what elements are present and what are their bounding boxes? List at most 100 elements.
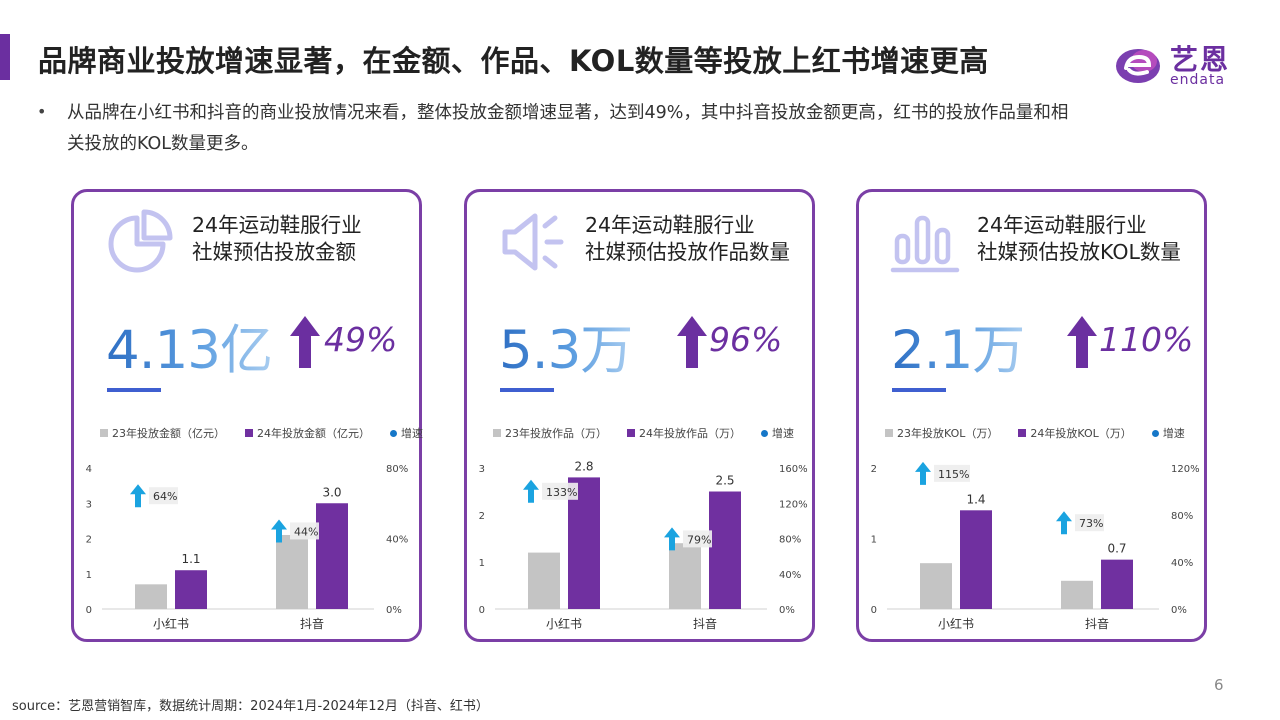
- y2-tick-label: 120%: [779, 499, 808, 510]
- bar-2023: [135, 584, 167, 609]
- y-tick-label: 2: [86, 535, 92, 546]
- legend-label: 24年投放金额（亿元）: [257, 427, 370, 440]
- growth-label-box: [542, 482, 578, 500]
- chart-legend: 23年投放KOL（万） 24年投放KOL（万） 增速: [885, 425, 1205, 441]
- legend-swatch: [627, 429, 635, 437]
- bullet-dot: •: [37, 102, 47, 121]
- data-label: 1.1: [181, 552, 200, 566]
- number-underline: [892, 388, 946, 392]
- card-posts: 24年运动鞋服行业 社媒预估投放作品数量 5.3万 96% 23年投放作品（万）…: [464, 189, 815, 642]
- growth-label: 133%: [546, 486, 577, 499]
- title-accent-bar: [0, 34, 10, 80]
- growth-arrow-icon: [523, 479, 539, 503]
- big-number: 2.1万: [891, 308, 1025, 384]
- category-label: 抖音: [1085, 616, 1109, 631]
- growth-arrow-icon: [915, 461, 931, 485]
- legend-item-23: 23年投放金额（亿元）: [100, 425, 225, 441]
- data-label: 0.7: [1107, 542, 1126, 556]
- y-tick-label: 3: [479, 464, 485, 475]
- page-title: 品牌商业投放增速显著，在金额、作品、KOL数量等投放上红书增速更高: [38, 44, 989, 78]
- card-kol: 24年运动鞋服行业 社媒预估投放KOL数量 2.1万 110% 23年投放KOL…: [856, 189, 1207, 642]
- legend-label: 增速: [772, 427, 794, 440]
- card-title: 24年运动鞋服行业 社媒预估投放作品数量: [585, 212, 790, 266]
- growth-label-box: [934, 464, 970, 482]
- growth-label-box: [1075, 514, 1104, 532]
- endata-logo: 艺恩 endata: [1114, 38, 1242, 90]
- legend-item-24: 24年投放KOL（万）: [1018, 425, 1132, 441]
- growth-percent: 110%: [1099, 320, 1194, 359]
- logo-text-en: endata: [1170, 72, 1226, 88]
- growth-label-box: [149, 487, 178, 505]
- card-spend: 24年运动鞋服行业 社媒预估投放金额 4.13亿 49% 23年投放金额（亿元）…: [71, 189, 423, 642]
- legend-item-growth: 增速: [1151, 425, 1185, 441]
- growth-label-box: [290, 522, 319, 540]
- growth-percent: 96%: [709, 320, 783, 359]
- y-tick-label: 1: [86, 570, 92, 581]
- logo-text-cn: 艺恩: [1170, 43, 1231, 76]
- page-number: 6: [1214, 676, 1224, 694]
- legend-item-23: 23年投放作品（万）: [493, 425, 607, 441]
- intro-text: 从品牌在小红书和抖音的商业投放情况来看，整体投放金额增速显著，达到49%，其中抖…: [67, 103, 1069, 154]
- data-label: 3.0: [322, 485, 341, 499]
- source-note: source：艺恩营销智库，数据统计周期：2024年1月-2024年12月（抖音…: [12, 699, 489, 714]
- legend-label: 24年投放作品（万）: [639, 427, 741, 440]
- legend-label: 23年投放KOL（万）: [897, 427, 999, 440]
- y-tick-label: 3: [86, 499, 92, 510]
- legend-swatch: [100, 429, 108, 437]
- card-title-line2: 社媒预估投放KOL数量: [977, 240, 1181, 264]
- bar-2024: [709, 491, 741, 609]
- y2-tick-label: 0%: [1171, 605, 1187, 616]
- legend-dot: [761, 429, 768, 437]
- number-underline: [500, 388, 554, 392]
- growth-label: 79%: [687, 533, 711, 546]
- chart-legend: 23年投放金额（亿元） 24年投放金额（亿元） 增速: [100, 425, 443, 441]
- y-tick-label: 4: [86, 464, 92, 475]
- card-title-line1: 24年运动鞋服行业: [585, 213, 755, 237]
- bar-2024: [175, 570, 207, 609]
- data-label: 1.4: [966, 492, 985, 506]
- data-label: 2.5: [715, 474, 734, 488]
- y2-tick-label: 40%: [386, 535, 408, 546]
- y2-tick-label: 120%: [1171, 464, 1200, 475]
- y-tick-label: 2: [871, 464, 877, 475]
- growth-label-box: [683, 530, 712, 548]
- legend-label: 23年投放金额（亿元）: [112, 427, 225, 440]
- growth-arrow-icon: [130, 484, 146, 508]
- card-title-line1: 24年运动鞋服行业: [977, 213, 1147, 237]
- legend-swatch: [245, 429, 253, 437]
- y2-tick-label: 40%: [1171, 558, 1193, 569]
- growth-arrow-icon: [1056, 511, 1072, 535]
- data-label: 2.8: [574, 459, 593, 473]
- category-label: 抖音: [300, 616, 324, 631]
- category-label: 小红书: [546, 616, 582, 631]
- y-tick-label: 0: [479, 605, 485, 616]
- y2-tick-label: 80%: [386, 464, 408, 475]
- growth-label: 64%: [153, 490, 177, 503]
- big-number: 4.13亿: [106, 308, 273, 384]
- category-label: 小红书: [938, 616, 974, 631]
- y-tick-label: 0: [871, 605, 877, 616]
- y-tick-label: 1: [479, 558, 485, 569]
- growth-label: 44%: [294, 525, 318, 538]
- speaker-icon: [502, 213, 564, 271]
- y2-tick-label: 0%: [386, 605, 402, 616]
- y2-tick-label: 40%: [779, 570, 801, 581]
- big-number: 5.3万: [499, 308, 633, 384]
- card-title-line2: 社媒预估投放金额: [192, 240, 356, 264]
- growth-label: 115%: [938, 468, 969, 481]
- card-title: 24年运动鞋服行业 社媒预估投放金额: [192, 212, 362, 266]
- bar-2024: [1101, 559, 1133, 609]
- bar-chart: 0 1 2 3 0% 40% 80% 120% 160% 2.8 小红书 133% 2.5 抖音 79%: [479, 459, 808, 631]
- y-tick-label: 2: [479, 511, 485, 522]
- growth-percent: 49%: [324, 320, 398, 359]
- chart-legend: 23年投放作品（万） 24年投放作品（万） 增速: [493, 425, 814, 441]
- legend-label: 23年投放作品（万）: [505, 427, 607, 440]
- bar-2024: [316, 503, 348, 609]
- legend-item-24: 24年投放作品（万）: [627, 425, 741, 441]
- bar-2023: [528, 552, 560, 609]
- bar-2023: [276, 534, 308, 609]
- number-underline: [107, 388, 161, 392]
- y2-tick-label: 0%: [779, 605, 795, 616]
